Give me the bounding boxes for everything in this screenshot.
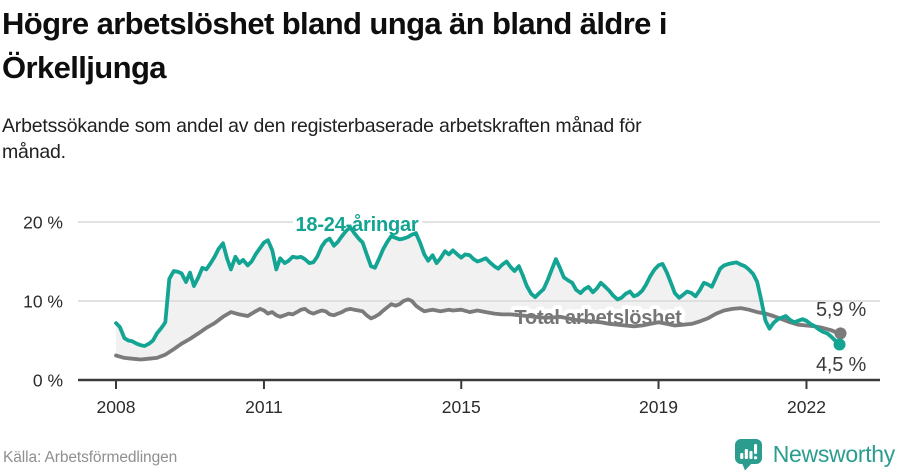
x-axis: 2008 2011 2015 2019 2022 (97, 381, 826, 417)
newsworthy-logo-icon (734, 439, 762, 471)
x-tick-label: 2015 (442, 397, 481, 417)
y-tick-label: 0 % (33, 371, 63, 391)
page-title-line-2: Örkelljunga (2, 50, 167, 85)
end-label-young: 4,5 % (816, 354, 867, 376)
x-tick-label: 2008 (97, 397, 136, 417)
page-subtitle-line-1: Arbetssökande som andel av den registerb… (2, 115, 642, 137)
y-tick-label: 20 % (23, 213, 63, 233)
page-subtitle: Arbetssökande som andel av den registerb… (2, 113, 852, 165)
line-young (114, 225, 842, 348)
page-title-line-1: Högre arbetslöshet bland unga än bland ä… (2, 6, 667, 41)
y-tick-label: 10 % (23, 292, 63, 312)
end-dot-total (834, 327, 847, 340)
source-note: Källa: Arbetsförmedlingen (3, 449, 178, 466)
page-title: Högre arbetslöshet bland unga än bland ä… (2, 2, 890, 90)
newsworthy-logo-text: Newsworthy (772, 441, 896, 467)
gridlines: 0 % 10 % 20 % (23, 213, 880, 391)
newsworthy-logo[interactable]: Newsworthy (734, 438, 895, 471)
band-young-total (116, 227, 840, 360)
end-dot-young (833, 338, 846, 351)
end-label-total: 5,9 % (816, 299, 867, 321)
page-subtitle-line-2: månad. (2, 141, 66, 163)
line-total (114, 297, 842, 362)
x-tick-label: 2011 (245, 397, 283, 417)
series-label-young: 18-24-åringar (295, 213, 418, 236)
x-tick-label: 2019 (639, 397, 678, 417)
x-tick-label: 2022 (787, 397, 826, 417)
